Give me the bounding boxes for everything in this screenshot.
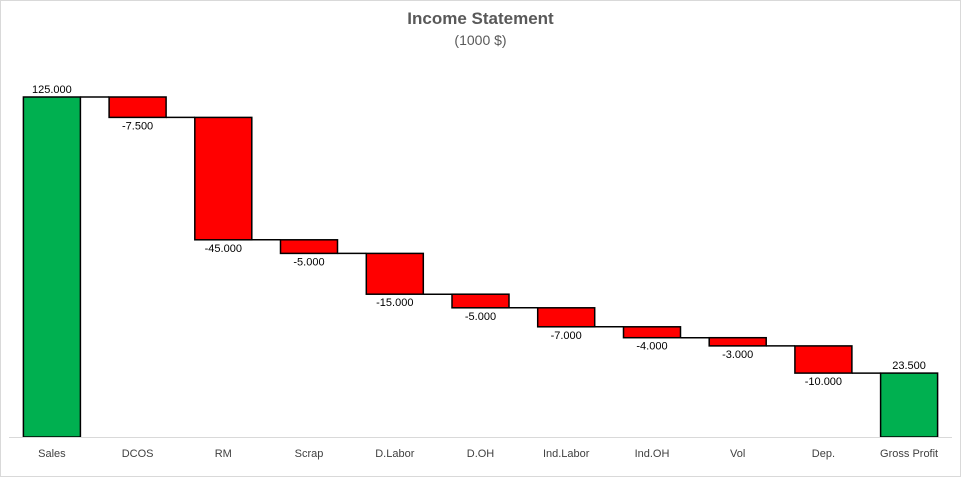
x-tick-sales: Sales xyxy=(38,448,66,460)
x-tick-labels: Sales DCOS RM Scrap D.Labor D.OH Ind.Labor Ind.… xyxy=(38,448,938,460)
data-label-vol: -3.000 xyxy=(722,349,753,361)
data-label-dcos: -7.500 xyxy=(122,120,153,132)
bar-dcos xyxy=(108,96,167,119)
x-tick-vol: Vol xyxy=(730,448,745,460)
bar-scrap xyxy=(279,239,339,255)
x-tick-scrap: Scrap xyxy=(295,448,324,460)
chart-subtitle: (1000 $) xyxy=(454,32,507,48)
bar-rm xyxy=(194,116,253,241)
data-label-d-labor: -15.000 xyxy=(376,297,413,309)
data-label-ind-labor: -7.000 xyxy=(551,330,582,342)
chart-title: Income Statement xyxy=(407,9,554,28)
x-tick-rm: RM xyxy=(215,448,232,460)
x-tick-d-labor: D.Labor xyxy=(375,448,414,460)
data-label-sales: 125.000 xyxy=(32,84,72,96)
bar-vol xyxy=(708,336,767,347)
x-tick-dcos: DCOS xyxy=(122,448,154,460)
data-label-d-oh: -5.000 xyxy=(465,311,496,323)
data-label-dep: -10.000 xyxy=(805,376,842,388)
data-label-scrap: -5.000 xyxy=(293,256,324,268)
bars xyxy=(22,96,939,438)
x-tick-ind-labor: Ind.Labor xyxy=(543,448,590,460)
data-label-ind-oh: -4.000 xyxy=(636,341,667,353)
bar-sales xyxy=(22,96,82,438)
x-tick-d-oh: D.OH xyxy=(467,448,495,460)
bar-dep xyxy=(794,345,853,374)
data-label-gross-profit: 23.500 xyxy=(892,360,926,372)
data-label-rm: -45.000 xyxy=(205,243,242,255)
bar-ind-oh xyxy=(622,326,682,339)
x-tick-dep: Dep. xyxy=(812,448,835,460)
data-labels: 125.000 -7.500 -45.000 -5.000 -15.000 -5.000 -… xyxy=(32,84,926,388)
bar-ind-labor xyxy=(536,307,596,328)
x-tick-gross-profit: Gross Profit xyxy=(880,448,938,460)
x-tick-ind-oh: Ind.OH xyxy=(635,448,670,460)
bar-d-oh xyxy=(451,293,510,309)
connector-lines xyxy=(80,96,881,374)
bar-gross-profit xyxy=(879,372,939,438)
bar-d-labor xyxy=(365,252,425,295)
